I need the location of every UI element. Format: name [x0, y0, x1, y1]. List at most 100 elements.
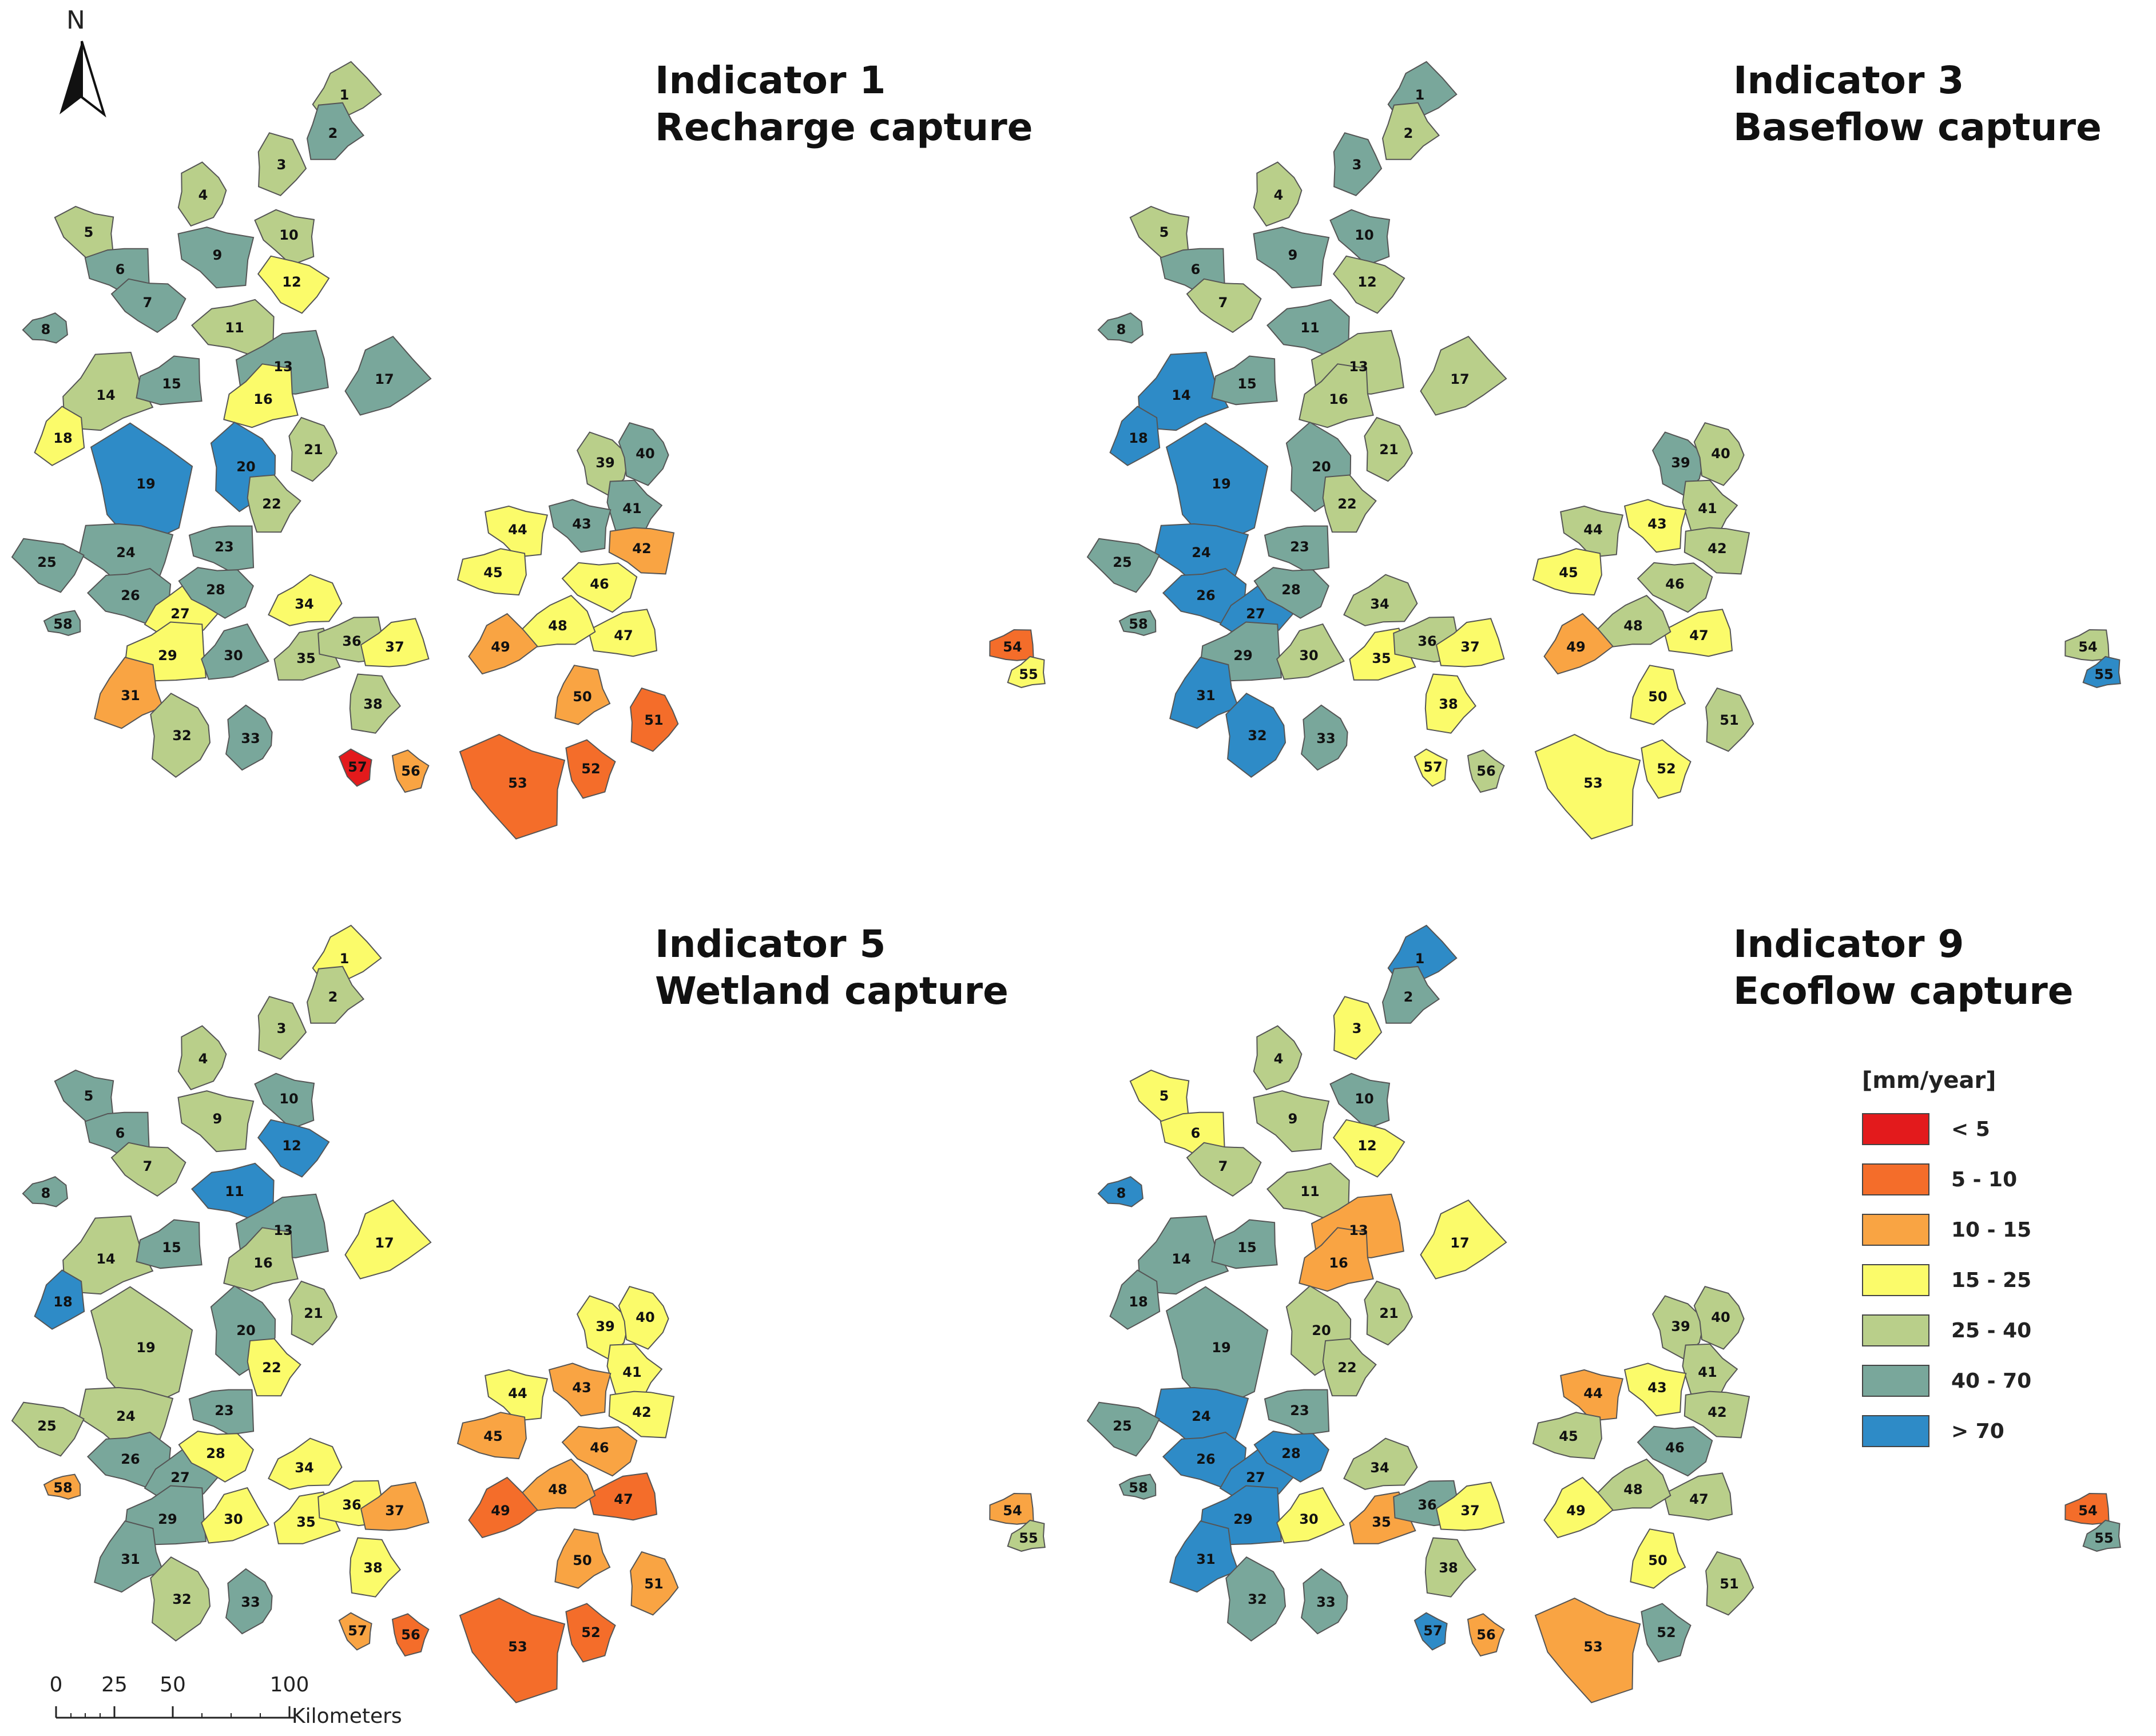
catchment-zone	[1109, 406, 1161, 466]
catchment-zone	[391, 1613, 430, 1657]
zone-label: 29	[158, 647, 177, 664]
zone-label: 7	[1218, 295, 1228, 311]
zone-label: 36	[1418, 633, 1436, 649]
zone-label: 30	[224, 1511, 243, 1527]
zone-label: 3	[1352, 1020, 1362, 1036]
catchment-zone	[456, 1412, 527, 1460]
zone-label: 20	[1312, 459, 1331, 475]
zone-label: 8	[1117, 1185, 1126, 1201]
catchment-zone	[1253, 1025, 1303, 1091]
catchment-zone	[94, 657, 164, 729]
catchment-zone	[150, 692, 211, 778]
zone-label: 48	[1623, 618, 1642, 634]
zone-label: 56	[1476, 1627, 1495, 1643]
zone-label: 25	[1113, 1418, 1131, 1434]
zone-label: 20	[236, 1322, 255, 1338]
catchment-zone	[1637, 1425, 1713, 1477]
legend-item: > 70	[1862, 1406, 2051, 1456]
map-indicator-1: 1234567891011121314151617181920212223242…	[11, 61, 1046, 840]
zone-label: 51	[1720, 1576, 1738, 1592]
zone-label: 46	[590, 576, 609, 592]
catchment-zone	[1693, 1286, 1745, 1350]
zone-label: 17	[375, 1235, 394, 1251]
scale-unit-label: Kilometers	[292, 1705, 402, 1728]
zone-label: 40	[1711, 1309, 1730, 1325]
zone-label: 45	[1559, 1428, 1578, 1444]
catchment-zone	[177, 1090, 255, 1153]
zone-label: 44	[1583, 522, 1602, 538]
catchment-zone	[43, 1473, 81, 1500]
catchment-zone	[257, 132, 307, 196]
zone-label: 1	[1415, 87, 1425, 103]
catchment-zone	[1162, 567, 1247, 625]
zone-label: 16	[253, 391, 272, 407]
zone-label: 52	[581, 761, 600, 777]
catchment-zone	[188, 525, 255, 572]
zone-label: 23	[215, 1403, 233, 1419]
zone-label: 15	[1237, 1240, 1256, 1256]
zone-label: 56	[1476, 763, 1495, 779]
zone-label: 33	[1316, 1594, 1335, 1610]
catchment-zone	[1301, 1568, 1348, 1635]
catchment-zone	[288, 1280, 338, 1346]
zone-label: 9	[213, 1111, 223, 1127]
zone-label: 24	[116, 545, 135, 561]
catchment-zone	[136, 1219, 203, 1269]
zone-label: 28	[206, 582, 225, 598]
zone-label: 10	[279, 1091, 298, 1107]
catchment-zone	[1534, 733, 1641, 840]
zone-label: 33	[1316, 730, 1335, 746]
catchment-zone	[630, 687, 679, 752]
catchment-zone	[1007, 1519, 1046, 1552]
zone-label: 11	[225, 1183, 244, 1199]
zone-label: 54	[1003, 1503, 1022, 1519]
zone-label: 13	[1349, 1222, 1368, 1238]
zone-label: 45	[483, 1428, 502, 1444]
zone-label: 42	[1708, 541, 1726, 557]
zone-label: 26	[121, 1451, 140, 1467]
zone-label: 47	[614, 627, 633, 643]
catchment-zone	[548, 1362, 612, 1417]
catchment-zone	[1381, 102, 1440, 160]
zone-label: 35	[1372, 650, 1391, 666]
map-indicator-9: 1234567891011121314151617181920212223242…	[1086, 924, 2121, 1703]
zone-label: 31	[1196, 1551, 1215, 1567]
catchment-zone	[1364, 1280, 1413, 1346]
zone-label: 19	[1212, 1340, 1230, 1356]
zone-label: 2	[328, 125, 338, 141]
zone-label: 56	[401, 1627, 420, 1643]
catchment-zone	[1420, 335, 1507, 416]
catchment-zone	[1332, 1119, 1405, 1178]
catchment-zone	[1322, 474, 1377, 533]
zone-label: 17	[1450, 371, 1469, 387]
map-indicator-3: 1234567891011121314151617181920212223242…	[1086, 61, 2121, 840]
zone-label: 58	[53, 1480, 72, 1496]
zone-label: 5	[84, 1088, 94, 1104]
zone-label: 27	[170, 606, 189, 622]
catchment-zone	[1138, 1215, 1229, 1295]
zone-label: 36	[342, 1497, 361, 1513]
zone-label: 32	[172, 728, 191, 744]
catchment-zone	[1705, 1551, 1754, 1616]
legend-swatch	[1862, 1264, 1929, 1296]
catchment-zone	[1641, 1603, 1692, 1663]
catchment-zone	[1253, 1431, 1329, 1483]
panel-title-indicator-3: Indicator 3 Baseflow capture	[1733, 58, 2102, 149]
legend: [mm/year] < 5 5 - 10 10 - 15 15 - 25 25 …	[1862, 1067, 2051, 1456]
zone-label: 44	[508, 522, 527, 538]
catchment-zone	[1299, 363, 1374, 428]
catchment-zone	[1086, 1401, 1160, 1457]
scale-bar: 0 25 50 100 Kilometers	[41, 1673, 453, 1736]
zone-label: 11	[1300, 1183, 1319, 1199]
zone-label: 38	[1439, 696, 1458, 712]
legend-swatch	[1862, 1365, 1929, 1397]
zone-label: 17	[1450, 1235, 1469, 1251]
zone-label: 2	[328, 989, 338, 1005]
zone-label: 39	[1671, 1318, 1690, 1334]
zone-label: 29	[1233, 1511, 1252, 1527]
north-arrow: N	[50, 6, 113, 120]
zone-label: 14	[96, 1251, 115, 1267]
zone-label: 48	[548, 1481, 567, 1497]
zone-label: 54	[2078, 1503, 2097, 1519]
